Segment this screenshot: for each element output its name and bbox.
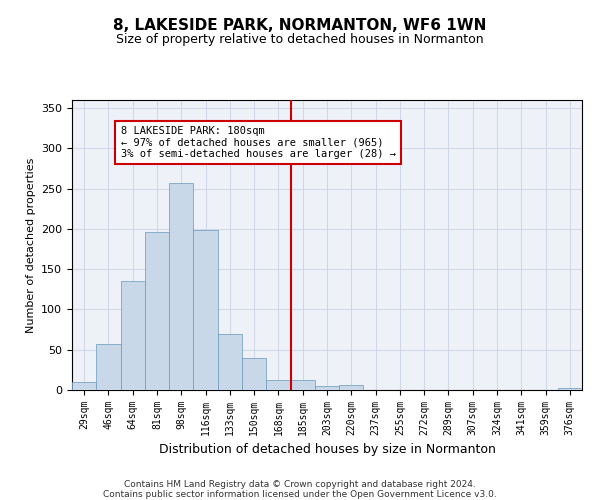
Bar xyxy=(339,385,364,390)
Bar xyxy=(218,334,242,390)
Bar xyxy=(169,183,193,390)
Bar xyxy=(96,344,121,390)
Text: 8 LAKESIDE PARK: 180sqm
← 97% of detached houses are smaller (965)
3% of semi-de: 8 LAKESIDE PARK: 180sqm ← 97% of detache… xyxy=(121,126,395,159)
Bar xyxy=(121,281,145,390)
Bar xyxy=(145,232,169,390)
Bar xyxy=(193,230,218,390)
Bar xyxy=(315,386,339,390)
Bar xyxy=(72,382,96,390)
Bar xyxy=(558,388,582,390)
Text: Size of property relative to detached houses in Normanton: Size of property relative to detached ho… xyxy=(116,32,484,46)
Text: 8, LAKESIDE PARK, NORMANTON, WF6 1WN: 8, LAKESIDE PARK, NORMANTON, WF6 1WN xyxy=(113,18,487,32)
Bar xyxy=(290,380,315,390)
Text: Contains HM Land Registry data © Crown copyright and database right 2024.
Contai: Contains HM Land Registry data © Crown c… xyxy=(103,480,497,500)
Y-axis label: Number of detached properties: Number of detached properties xyxy=(26,158,35,332)
Bar xyxy=(242,358,266,390)
X-axis label: Distribution of detached houses by size in Normanton: Distribution of detached houses by size … xyxy=(158,444,496,456)
Bar xyxy=(266,380,290,390)
